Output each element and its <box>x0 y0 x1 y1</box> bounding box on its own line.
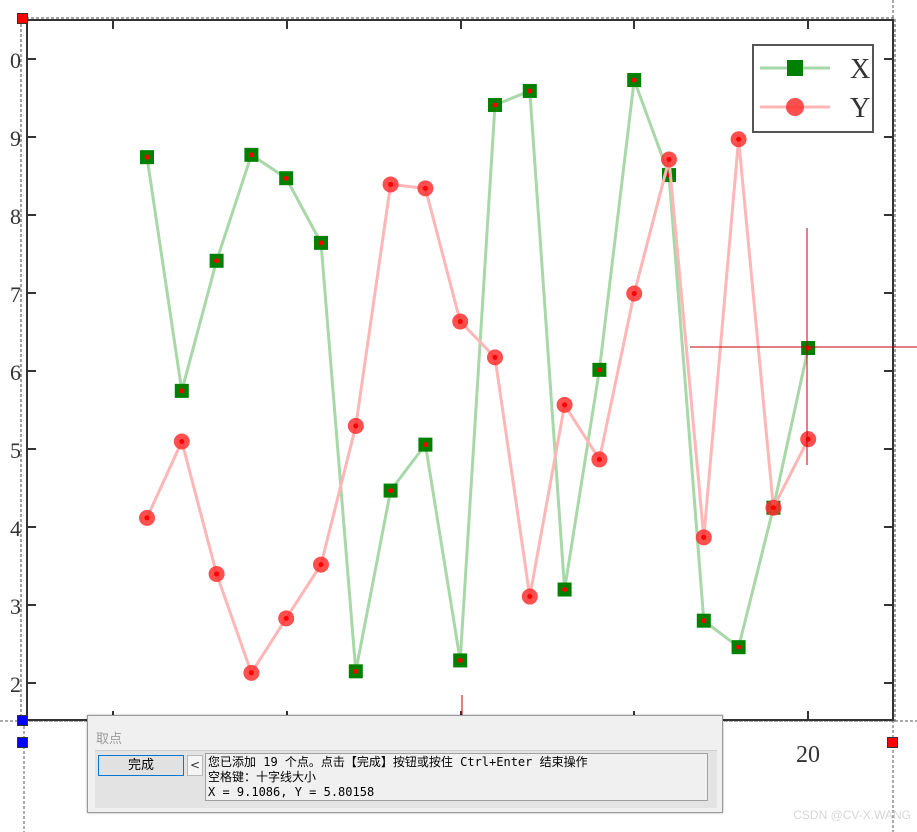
picked-point-marker <box>736 644 742 650</box>
picked-point-marker <box>492 354 498 360</box>
series-line-Y <box>145 139 810 677</box>
picked-point-marker <box>701 618 707 624</box>
y-tick-label: 0 <box>10 48 21 73</box>
picked-point-marker <box>388 181 394 187</box>
picked-point-marker <box>527 88 533 94</box>
legend-label-X: X <box>850 54 870 85</box>
picked-point-marker <box>805 345 811 351</box>
top-left-resize-handle[interactable] <box>17 13 28 24</box>
picked-point-marker <box>388 488 394 494</box>
picked-point-marker <box>736 136 742 142</box>
y-tick-label: 5 <box>10 438 21 463</box>
dialog-title: 取点 <box>96 732 123 747</box>
legend-marker-Y <box>786 98 804 116</box>
picked-point-marker <box>457 319 463 325</box>
picked-point-marker <box>283 175 289 181</box>
picked-point-marker <box>527 594 533 600</box>
message-line-coordinates: X = 9.1086, Y = 5.80158 <box>208 785 375 799</box>
done-button[interactable]: 完成 <box>98 755 184 776</box>
picked-point-marker <box>562 587 568 593</box>
message-box: 您已添加 19 个点。点击【完成】按钮或按住 Ctrl+Enter 结束操作 空… <box>205 753 708 801</box>
y-tick-label: 4 <box>10 516 21 541</box>
picked-point-marker <box>457 657 463 663</box>
picked-point-marker <box>666 157 672 163</box>
collapse-button[interactable]: < <box>187 755 203 776</box>
y-tick-label: 2 <box>10 672 21 697</box>
picked-point-marker <box>596 367 602 373</box>
selection-frame <box>20 17 896 722</box>
picked-point-marker <box>353 668 359 674</box>
picked-point-marker <box>214 258 220 264</box>
legend-label-Y: Y <box>850 93 870 124</box>
y-tick-label: 9 <box>10 126 21 151</box>
picked-point-marker <box>422 185 428 191</box>
picked-point-marker <box>179 439 185 445</box>
y-tick-label: 8 <box>10 204 21 229</box>
picked-point-marker <box>562 402 568 408</box>
picked-point-marker <box>283 615 289 621</box>
legend-box <box>752 44 874 133</box>
picked-point-marker <box>631 77 637 83</box>
picked-point-marker <box>214 571 220 577</box>
picked-point-marker <box>353 423 359 429</box>
picked-point-marker <box>770 505 776 511</box>
x-tick-label: 20 <box>796 742 820 768</box>
picked-point-marker <box>318 562 324 568</box>
y-tick-label: 7 <box>10 282 21 307</box>
picked-point-marker <box>318 240 324 246</box>
picked-point-marker <box>422 442 428 448</box>
bottom-left-anchor-handle-2[interactable] <box>17 737 28 748</box>
y-tick-label: 6 <box>10 360 21 385</box>
bottom-left-anchor-handle[interactable] <box>17 715 28 726</box>
bottom-right-resize-handle[interactable] <box>887 737 898 748</box>
picked-point-marker <box>248 670 254 676</box>
picked-point-marker <box>248 152 254 158</box>
message-line-hint: 空格键：十字线大小 <box>208 770 317 784</box>
legend-marker-X <box>787 60 803 76</box>
picked-point-marker <box>805 436 811 442</box>
picked-point-marker <box>596 456 602 462</box>
watermark: CSDN @CV-X.WANG <box>793 808 911 822</box>
picked-point-marker <box>492 102 498 108</box>
picked-point-marker <box>179 388 185 394</box>
picked-point-marker <box>631 291 637 296</box>
message-line-status: 您已添加 19 个点。点击【完成】按钮或按住 Ctrl+Enter 结束操作 <box>208 755 588 769</box>
picked-point-marker <box>144 515 150 521</box>
picked-point-marker <box>701 534 707 540</box>
pick-points-dialog: 取点 完成 < 您已添加 19 个点。点击【完成】按钮或按住 Ctrl+Ente… <box>87 715 723 813</box>
picked-point-marker <box>144 154 150 160</box>
y-tick-label: 3 <box>10 594 21 619</box>
